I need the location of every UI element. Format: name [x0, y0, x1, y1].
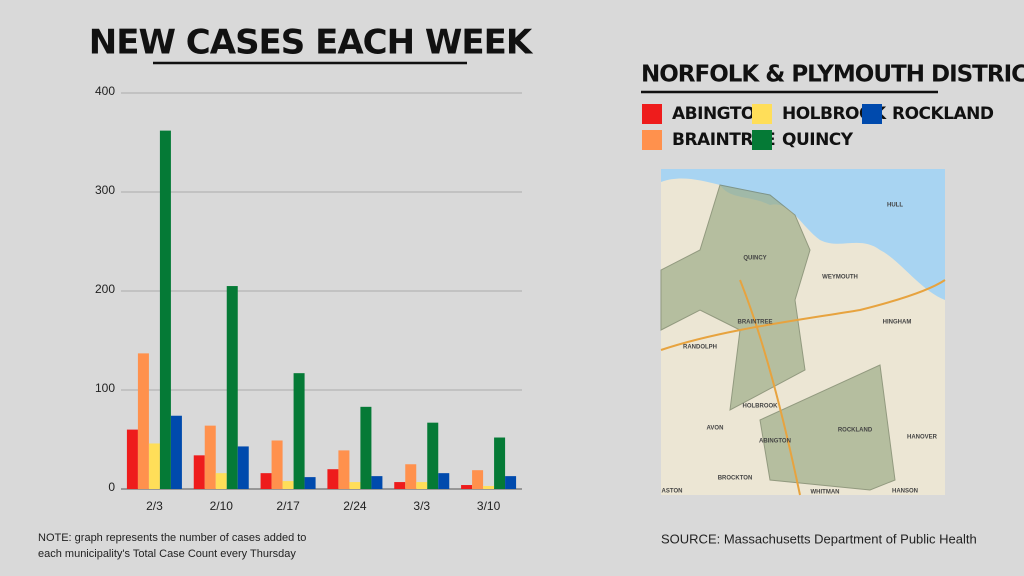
legend-label: ABINGTON: [672, 104, 769, 124]
chart-title: NEW CASES EACH WEEK: [89, 23, 534, 63]
map-label: BRAINTREE: [737, 320, 772, 326]
bar: [170, 415, 182, 489]
legend-swatch: [642, 130, 662, 150]
bar: [494, 437, 506, 489]
map-label: ASTON: [662, 489, 683, 495]
legend-label: BRAINTREE: [672, 130, 775, 150]
bar: [394, 482, 406, 489]
note: each municipality's Total Case Count eve…: [38, 548, 296, 560]
map: [660, 169, 946, 496]
map-label: RANDOLPH: [683, 345, 717, 351]
legend-label: ROCKLAND: [892, 104, 994, 124]
map-label: HINGHAM: [883, 320, 912, 326]
x-tick-label: 3/10: [477, 499, 501, 513]
legend-swatch: [642, 104, 662, 124]
map-label: ABINGTON: [759, 439, 791, 445]
map-label: QUINCY: [743, 256, 766, 262]
map-label: WHITMAN: [811, 490, 840, 496]
bar: [126, 429, 138, 489]
bar: [204, 425, 216, 489]
bar: [360, 406, 372, 489]
bar: [416, 482, 428, 489]
bar: [260, 473, 272, 489]
bar: [338, 450, 350, 489]
bar: [483, 486, 495, 489]
y-tick-label: 0: [108, 480, 115, 494]
bar: [226, 286, 238, 489]
map-water: [661, 169, 945, 300]
bar: [327, 469, 339, 489]
legend-label: HOLBROOK: [782, 104, 887, 124]
bar: [438, 473, 450, 489]
y-tick-label: 400: [95, 84, 115, 98]
map-district: [660, 184, 811, 411]
bar: [282, 481, 294, 489]
bar: [349, 482, 361, 489]
map-label: AVON: [707, 426, 724, 432]
bar: [371, 476, 383, 489]
bar: [237, 446, 249, 489]
map-label: ROCKLAND: [838, 428, 873, 434]
x-tick-label: 2/24: [343, 499, 367, 513]
map-label: HANOVER: [907, 435, 938, 441]
y-tick-label: 200: [95, 282, 115, 296]
map-road: [739, 279, 801, 496]
map-road: [660, 279, 946, 351]
map-label: HOLBROOK: [743, 404, 779, 410]
bar: [159, 130, 171, 489]
map-label: BROCKTON: [718, 476, 753, 482]
map-district: [759, 364, 896, 491]
bar: [193, 455, 205, 489]
bar: [215, 473, 227, 489]
bar: [427, 422, 439, 489]
map-label: HULL: [887, 203, 903, 209]
map-label: HANSON: [892, 489, 918, 495]
source: SOURCE: Massachusetts Department of Publ…: [661, 531, 977, 546]
bar: [304, 477, 316, 489]
y-tick-label: 100: [95, 381, 115, 395]
bar: [472, 470, 484, 489]
x-tick-label: 2/10: [210, 499, 234, 513]
bar: [137, 353, 149, 489]
bar: [148, 443, 160, 489]
x-tick-label: 3/3: [413, 499, 430, 513]
bar: [461, 485, 473, 489]
bar: [271, 440, 283, 489]
y-tick-label: 300: [95, 183, 115, 197]
map-label: WEYMOUTH: [822, 275, 858, 281]
bar: [405, 464, 417, 489]
legend-swatch: [752, 130, 772, 150]
note: NOTE: graph represents the number of cas…: [38, 532, 306, 544]
legend-label: QUINCY: [782, 130, 854, 150]
bar: [293, 373, 305, 489]
legend-title: NORFOLK & PLYMOUTH DISTRICT: [641, 62, 1024, 88]
x-tick-label: 2/17: [276, 499, 300, 513]
x-tick-label: 2/3: [146, 499, 163, 513]
bar: [505, 476, 517, 489]
legend-swatch: [752, 104, 772, 124]
legend-swatch: [862, 104, 882, 124]
